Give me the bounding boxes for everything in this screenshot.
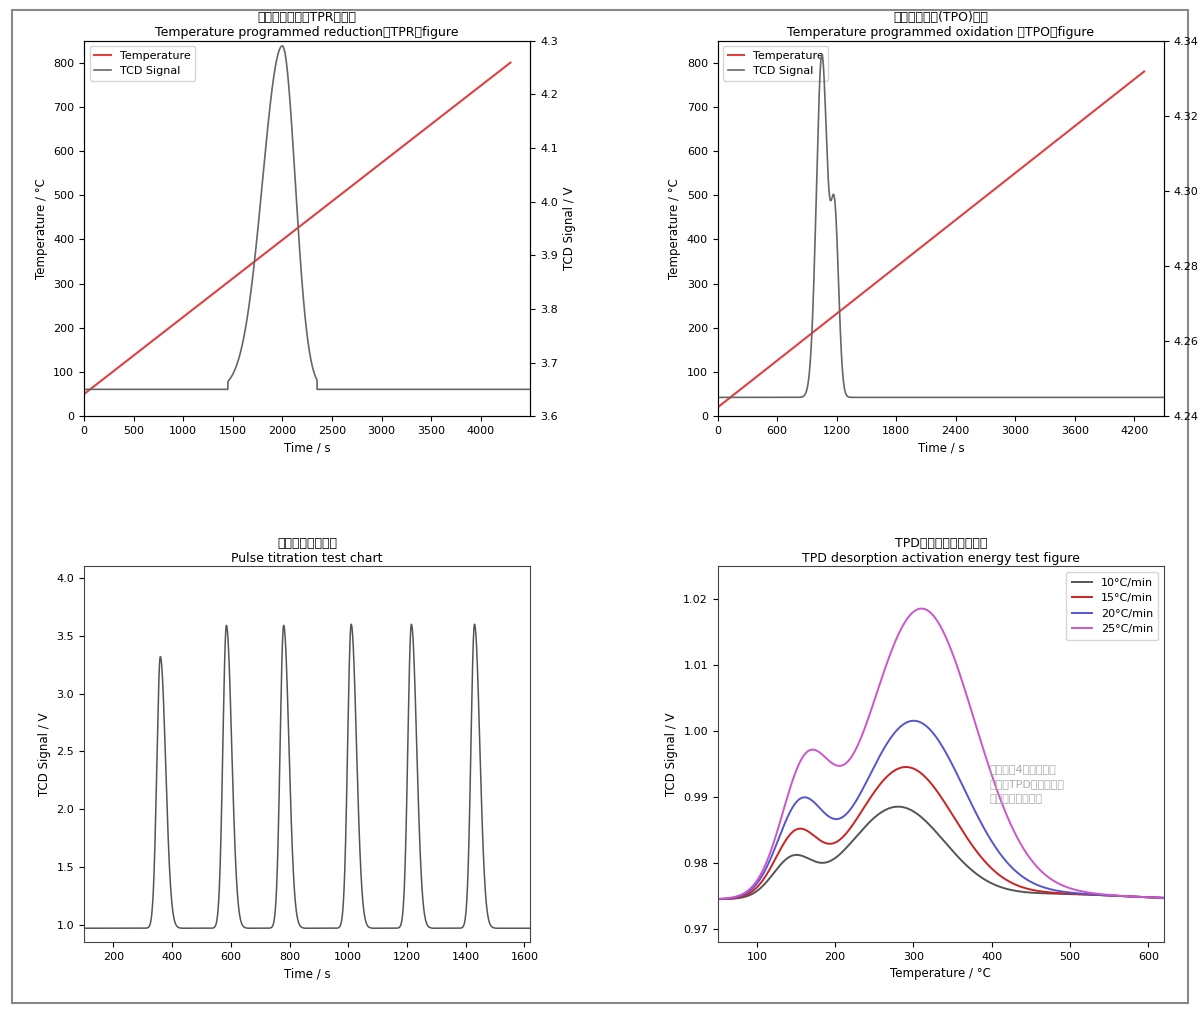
- TCD Signal: [432, 383, 446, 395]
- 15°C/min: [1148, 891, 1163, 904]
- 25°C/min: [914, 603, 929, 615]
- TCD Signal: [815, 49, 829, 61]
- Text: 说明：该4个不同升温
速率的TPD曲线由一次
测试全自动完成。: 说明：该4个不同升温 速率的TPD曲线由一次 测试全自动完成。: [990, 765, 1064, 804]
- TCD Signal: [408, 383, 422, 395]
- Line: 15°C/min: 15°C/min: [718, 767, 1164, 900]
- 20°C/min: [1100, 889, 1115, 902]
- Y-axis label: TCD Signal / V: TCD Signal / V: [564, 186, 576, 270]
- Y-axis label: TCD Signal / V: TCD Signal / V: [665, 712, 678, 796]
- Line: TCD Signal: TCD Signal: [718, 55, 1164, 397]
- 20°C/min: [762, 857, 776, 869]
- 10°C/min: [762, 873, 776, 885]
- TCD Signal: [341, 383, 355, 395]
- Y-axis label: Temperature / °C: Temperature / °C: [668, 178, 682, 279]
- 20°C/min: [710, 892, 725, 905]
- 25°C/min: [1100, 888, 1115, 901]
- 10°C/min: [1100, 889, 1115, 902]
- TCD Signal: [1066, 391, 1080, 403]
- 20°C/min: [906, 715, 920, 727]
- Line: TCD Signal: TCD Signal: [84, 46, 530, 389]
- 20°C/min: [901, 716, 916, 728]
- TCD Signal: [872, 391, 887, 403]
- 15°C/min: [788, 824, 803, 836]
- 10°C/min: [882, 802, 896, 814]
- Line: 20°C/min: 20°C/min: [718, 721, 1164, 899]
- Legend: 10°C/min, 15°C/min, 20°C/min, 25°C/min: 10°C/min, 15°C/min, 20°C/min, 25°C/min: [1066, 572, 1158, 640]
- Title: 程序升温氧化(TPO)图谱
Temperature programmed oxidation （TPO）figure: 程序升温氧化(TPO)图谱 Temperature programmed oxi…: [787, 11, 1094, 40]
- TCD Signal: [100, 383, 114, 395]
- Title: 程序升温还原（TPR）图谱
Temperature programmed reduction（TPR）figure: 程序升温还原（TPR）图谱 Temperature programmed red…: [155, 11, 458, 40]
- TCD Signal: [1157, 391, 1171, 403]
- 15°C/min: [710, 893, 725, 906]
- X-axis label: Time / s: Time / s: [284, 442, 330, 455]
- Title: TPD脱附活化能测试图谱
TPD desorption activation energy test figure: TPD脱附活化能测试图谱 TPD desorption activation e…: [802, 537, 1080, 565]
- 20°C/min: [1148, 891, 1163, 904]
- 10°C/min: [1157, 891, 1171, 904]
- TCD Signal: [733, 391, 748, 403]
- 10°C/min: [890, 800, 905, 812]
- 15°C/min: [1157, 891, 1171, 904]
- TCD Signal: [523, 383, 538, 395]
- 10°C/min: [901, 802, 916, 814]
- 25°C/min: [788, 767, 803, 779]
- 20°C/min: [882, 734, 896, 747]
- Legend: Temperature, TCD Signal: Temperature, TCD Signal: [90, 46, 194, 80]
- 20°C/min: [788, 797, 803, 809]
- TCD Signal: [710, 391, 725, 403]
- 25°C/min: [1148, 891, 1163, 904]
- X-axis label: Temperature / °C: Temperature / °C: [890, 967, 991, 981]
- TCD Signal: [360, 383, 374, 395]
- 15°C/min: [899, 761, 913, 773]
- 25°C/min: [762, 851, 776, 863]
- 20°C/min: [1157, 891, 1171, 904]
- Title: 脉冲滴定测试图谱
Pulse titration test chart: 脉冲滴定测试图谱 Pulse titration test chart: [232, 537, 383, 565]
- 15°C/min: [882, 769, 896, 781]
- TCD Signal: [974, 391, 989, 403]
- 10°C/min: [1148, 891, 1163, 904]
- 15°C/min: [1100, 889, 1115, 902]
- Y-axis label: TCD Signal / V: TCD Signal / V: [38, 712, 50, 796]
- Line: 25°C/min: 25°C/min: [718, 609, 1164, 899]
- X-axis label: Time / s: Time / s: [918, 442, 964, 455]
- 25°C/min: [882, 651, 896, 664]
- TCD Signal: [994, 391, 1008, 403]
- Line: 10°C/min: 10°C/min: [718, 806, 1164, 900]
- Legend: Temperature, TCD Signal: Temperature, TCD Signal: [724, 46, 828, 80]
- Y-axis label: Temperature / °C: Temperature / °C: [35, 178, 48, 279]
- 15°C/min: [901, 761, 916, 773]
- 10°C/min: [710, 893, 725, 906]
- 25°C/min: [901, 612, 916, 624]
- 15°C/min: [762, 865, 776, 877]
- TCD Signal: [239, 322, 253, 334]
- 25°C/min: [710, 892, 725, 905]
- TCD Signal: [275, 40, 289, 52]
- TCD Signal: [1042, 391, 1056, 403]
- 25°C/min: [1157, 891, 1171, 904]
- X-axis label: Time / s: Time / s: [284, 967, 330, 981]
- 10°C/min: [788, 849, 803, 861]
- TCD Signal: [77, 383, 91, 395]
